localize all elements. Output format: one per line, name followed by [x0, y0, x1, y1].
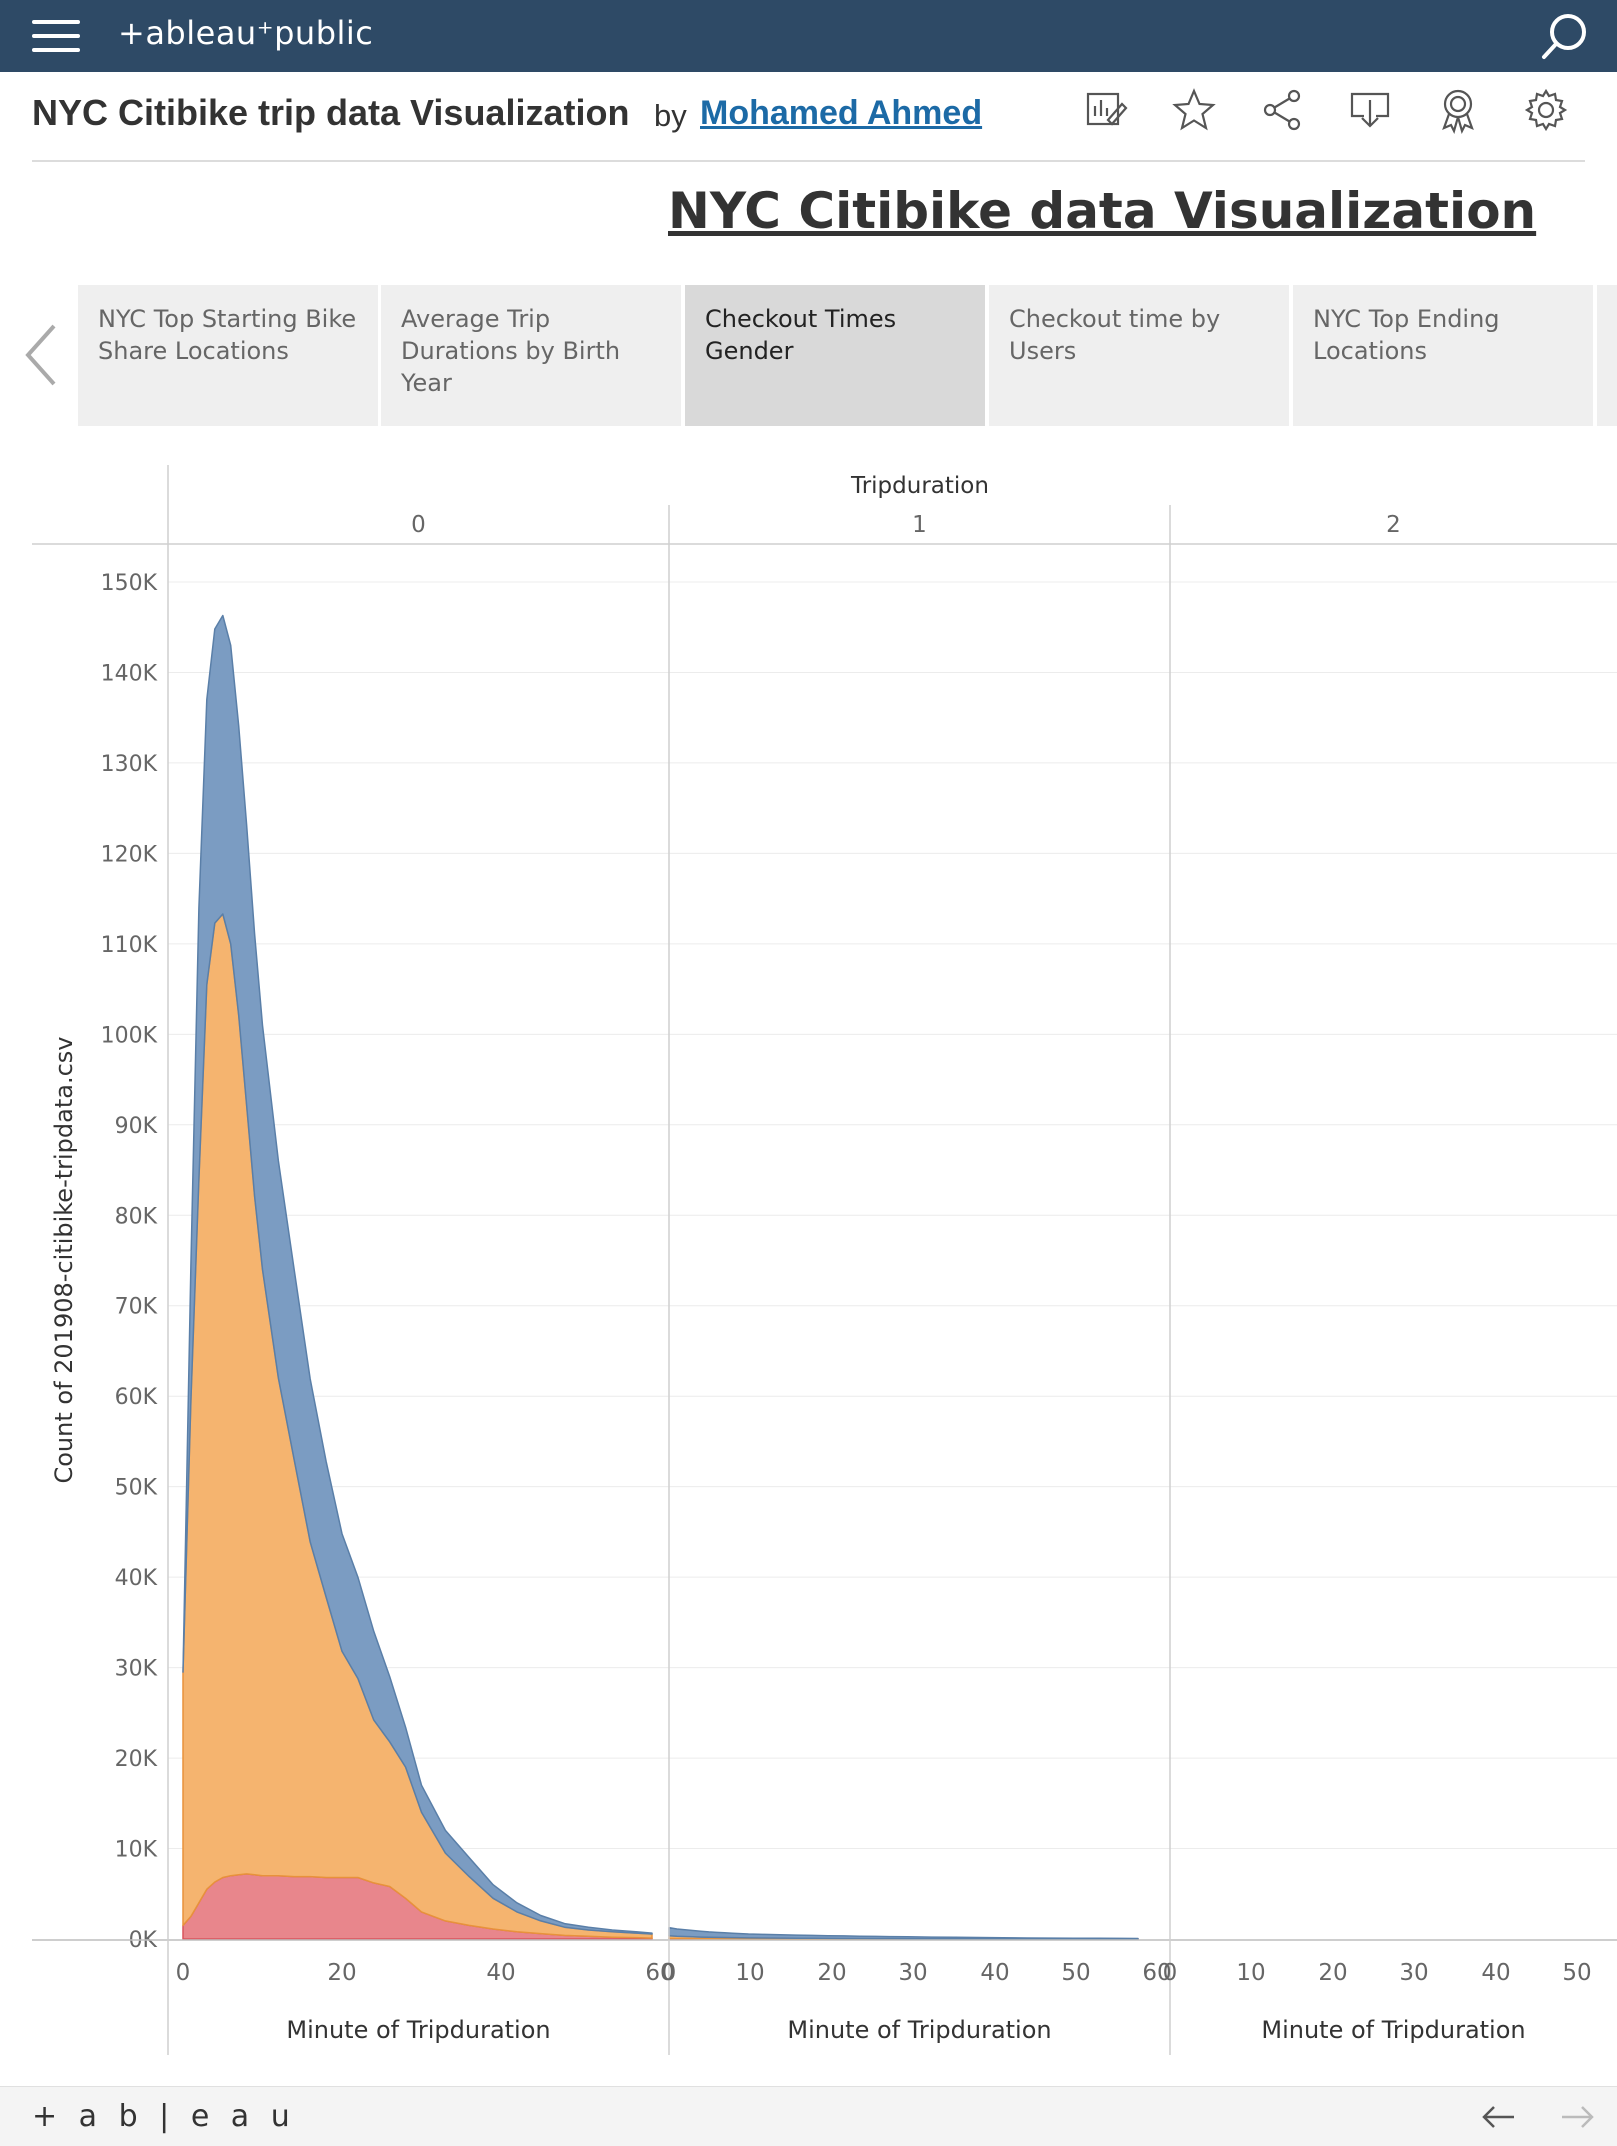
y-tick-label: 60K	[115, 1385, 158, 1410]
x-tick-label: 30	[1399, 1960, 1428, 1986]
hamburger-menu-icon[interactable]	[32, 18, 80, 54]
x-tick-label: 50	[1562, 1960, 1591, 1986]
panel-header-label: 1	[912, 512, 927, 538]
story-tab-partial[interactable]	[1597, 285, 1617, 426]
story-tab-checkout-time-by-users[interactable]: Checkout time by Users	[989, 285, 1289, 426]
edit-viz-icon[interactable]	[1082, 86, 1130, 134]
x-tick-label: 40	[486, 1960, 515, 1986]
story-tab-label: Checkout time by Users	[1009, 305, 1221, 365]
x-axis-title: Minute of Tripduration	[787, 2016, 1051, 2044]
download-icon[interactable]	[1346, 86, 1394, 134]
area-series-2-panel-1	[668, 1926, 1139, 1940]
x-tick-label: 60	[645, 1960, 674, 1986]
column-header-title: Tripduration	[850, 473, 989, 499]
arrow-left-icon[interactable]	[1478, 2101, 1518, 2133]
x-tick-label: 60	[1142, 1960, 1171, 1986]
previous-story-point-icon[interactable]	[18, 320, 62, 390]
story-tab-label: NYC Top Starting Bike Share Locations	[98, 305, 357, 365]
y-tick-label: 10K	[115, 1838, 158, 1863]
y-tick-label: 100K	[101, 1023, 158, 1048]
panel-header-label: 0	[411, 512, 426, 538]
checkout-times-gender-chart: 0K10K20K30K40K50K60K70K80K90K100K110K120…	[32, 465, 1617, 2055]
by-label: by	[654, 98, 687, 133]
story-tab-top-ending-locations[interactable]: NYC Top Ending Locations	[1293, 285, 1593, 426]
y-tick-label: 40K	[115, 1566, 158, 1591]
arrow-right-icon[interactable]	[1558, 2101, 1598, 2133]
story-tab-label: Average Trip Durations by Birth Year	[401, 305, 621, 397]
y-tick-label: 150K	[101, 571, 158, 596]
title-divider	[32, 160, 1585, 162]
x-tick-label: 0	[662, 1960, 677, 1986]
x-tick-label: 0	[1163, 1960, 1178, 1986]
x-axis-title: Minute of Tripduration	[286, 2016, 550, 2044]
badge-icon[interactable]	[1434, 86, 1482, 135]
story-tab-checkout-times-gender[interactable]: Checkout Times Gender	[685, 285, 985, 426]
tableau-public-logo[interactable]: +ableau⁺public	[118, 14, 374, 52]
y-tick-label: 110K	[101, 933, 158, 958]
y-tick-label: 30K	[115, 1657, 158, 1682]
tableau-footer-logo[interactable]: + a b | e a u	[32, 2099, 296, 2134]
story-tab-average-trip-durations[interactable]: Average Trip Durations by Birth Year	[381, 285, 681, 426]
story-tab-label: Checkout Times Gender	[705, 305, 897, 365]
y-tick-label: 20K	[115, 1747, 158, 1772]
favorite-star-icon[interactable]	[1170, 86, 1218, 134]
x-tick-label: 10	[1236, 1960, 1265, 1986]
x-tick-label: 40	[980, 1960, 1009, 1986]
x-tick-label: 10	[735, 1960, 764, 1986]
search-icon[interactable]	[1538, 10, 1590, 62]
footer-bar: + a b | e a u	[0, 2086, 1617, 2146]
x-tick-label: 30	[898, 1960, 927, 1986]
dashboard-title: NYC Citibike data Visualization	[668, 182, 1537, 240]
share-icon[interactable]	[1258, 86, 1306, 134]
x-tick-label: 50	[1061, 1960, 1090, 1986]
x-tick-label: 40	[1481, 1960, 1510, 1986]
top-navigation-bar: +ableau⁺public	[0, 0, 1617, 72]
y-tick-label: 140K	[101, 661, 158, 686]
area-series-2-panel-0	[182, 614, 653, 1935]
y-tick-label: 90K	[115, 1114, 158, 1139]
viz-title: NYC Citibike trip data Visualization	[32, 92, 630, 133]
settings-gear-icon[interactable]	[1522, 86, 1570, 134]
x-tick-label: 20	[327, 1960, 356, 1986]
story-tab-label: NYC Top Ending Locations	[1313, 305, 1500, 365]
y-tick-label: 120K	[101, 842, 158, 867]
author-link[interactable]: Mohamed Ahmed	[700, 94, 983, 132]
y-tick-label: 50K	[115, 1476, 158, 1501]
x-tick-label: 20	[817, 1960, 846, 1986]
x-tick-label: 20	[1318, 1960, 1347, 1986]
viz-title-row: NYC Citibike trip data Visualization by …	[32, 86, 1592, 142]
panel-header-label: 2	[1386, 512, 1401, 538]
x-tick-label: 0	[176, 1960, 191, 1986]
story-tab-top-starting-locations[interactable]: NYC Top Starting Bike Share Locations	[78, 285, 378, 426]
y-tick-label: 70K	[115, 1295, 158, 1320]
y-axis-title: Count of 201908-citibike-tripdata.csv	[50, 1036, 78, 1483]
y-tick-label: 130K	[101, 752, 158, 777]
y-tick-label: 80K	[115, 1204, 158, 1229]
x-axis-title: Minute of Tripduration	[1261, 2016, 1525, 2044]
